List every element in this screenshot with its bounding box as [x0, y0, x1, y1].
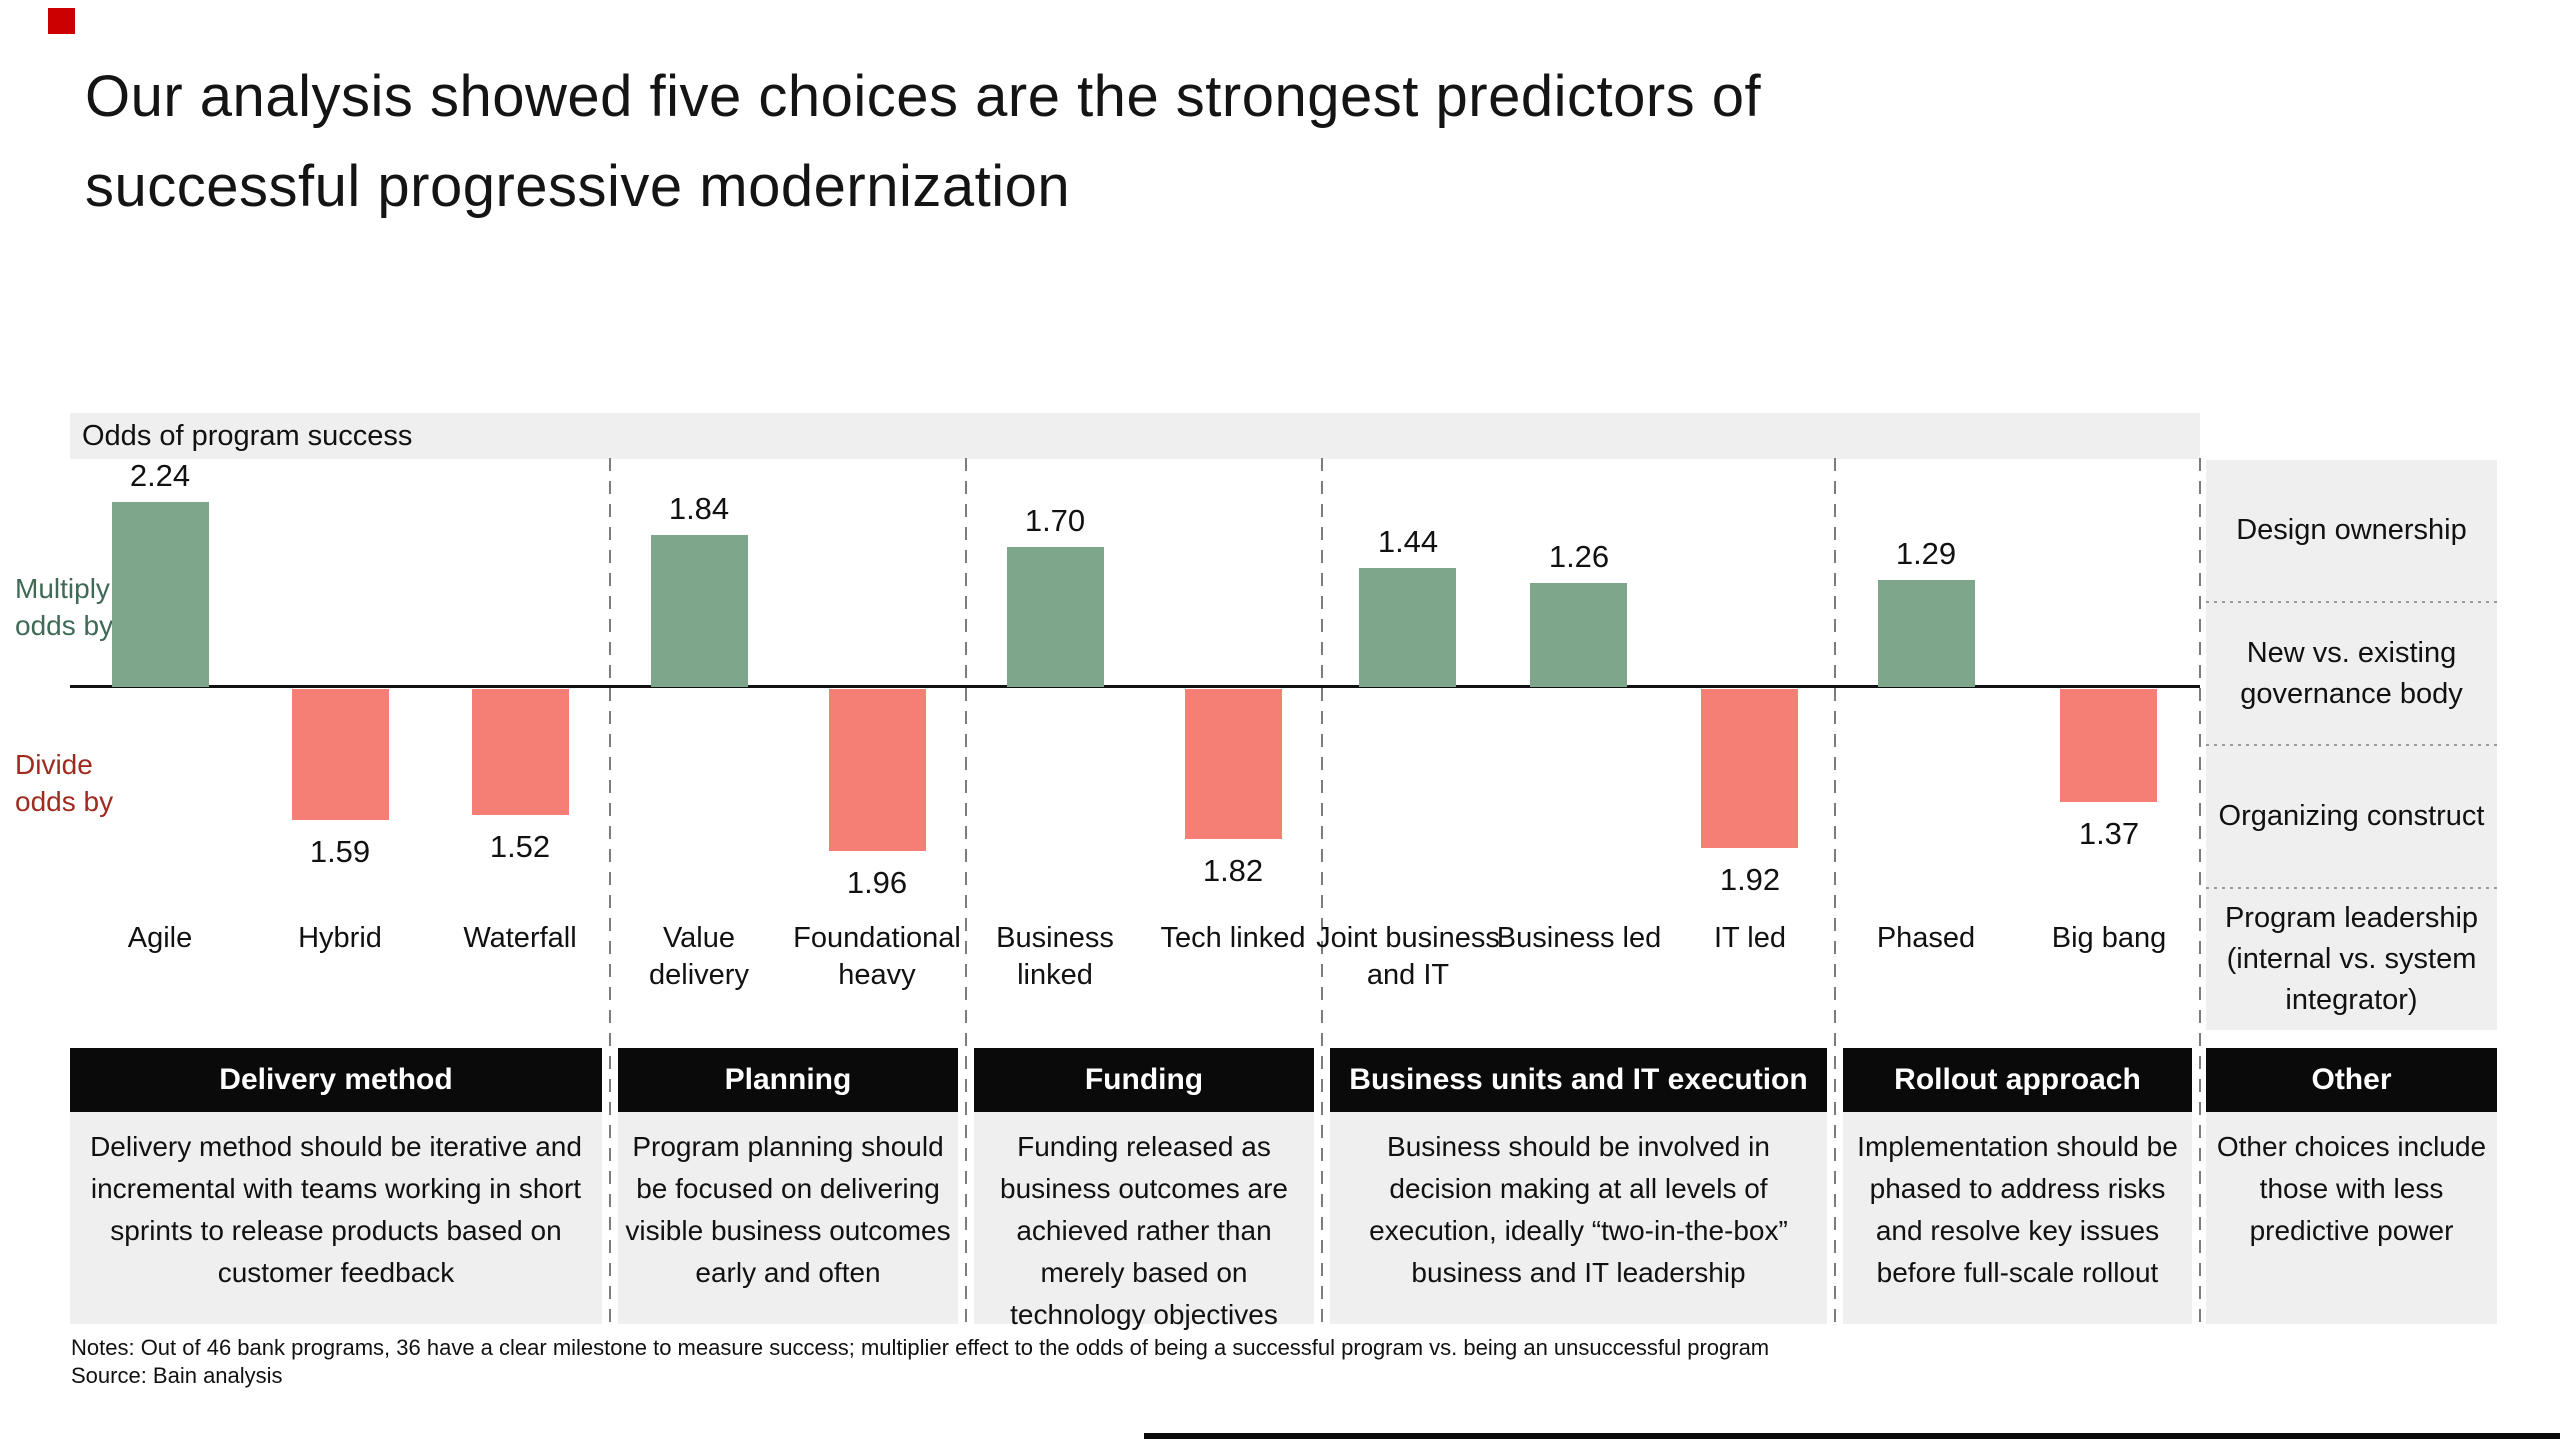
axis-label-multiply: Multiply odds by [15, 573, 114, 641]
bar-label: Joint business and IT [1316, 922, 1500, 991]
panel-dotted-separator [2206, 601, 2497, 603]
section-description: Program planning should be focused on de… [618, 1112, 958, 1324]
bar-label: Hybrid [298, 922, 382, 954]
bar-value-delivery [651, 535, 748, 687]
other-choice-item: New vs. existing governance body [2240, 636, 2463, 710]
axis-label-divide: Divide odds by [15, 749, 114, 817]
section-description: Delivery method should be iterative and … [70, 1112, 602, 1324]
notes-line: Notes: Out of 46 bank programs, 36 have … [71, 1335, 1770, 1360]
section-dashed-divider [1321, 458, 1323, 1324]
page-title: Our analysis showed five choices are the… [85, 52, 2385, 232]
chart-title-band: Odds of program success [70, 413, 2200, 459]
footnotes: Notes: Out of 46 bank programs, 36 have … [71, 1334, 2271, 1390]
bar-label: Foundational heavy [793, 922, 961, 991]
bar-value: 1.26 [1548, 539, 1610, 574]
section-dashed-divider [609, 458, 611, 1324]
bar-phased [1878, 580, 1975, 687]
other-choices-panel: Design ownership New vs. existing governa… [2206, 460, 2497, 1030]
section-description-other: Other choices include those with less pr… [2206, 1112, 2497, 1324]
bar-label: Waterfall [463, 922, 577, 954]
section-description-text: Delivery method should be iterative and … [90, 1131, 582, 1288]
bar-foundational-heavy [829, 689, 926, 851]
section-header: Rollout approach [1843, 1048, 2192, 1112]
section-dashed-divider [2199, 458, 2201, 1324]
bar-value: 1.70 [1024, 503, 1086, 538]
section-description-text: Other choices include those with less pr… [2216, 1131, 2487, 1246]
bar-label: IT led [1713, 922, 1786, 954]
bottom-edge-strip [1144, 1433, 2560, 1439]
bar-business-linked [1007, 547, 1104, 687]
bar-agile [112, 502, 209, 687]
bar-label: Value delivery [649, 922, 749, 991]
section-description: Funding released as business outcomes ar… [974, 1112, 1314, 1330]
section-description: Implementation should be phased to addre… [1843, 1112, 2192, 1324]
bar-it-led [1701, 689, 1798, 848]
section-header-other: Other [2206, 1048, 2497, 1112]
panel-dotted-separator [2206, 887, 2497, 889]
bar-value: 1.29 [1895, 536, 1957, 571]
bar-value: 2.24 [129, 458, 191, 493]
bar-value: 1.84 [668, 491, 730, 526]
chart-title: Odds of program success [82, 420, 413, 452]
section-header: Delivery method [70, 1048, 602, 1112]
section-description-text: Program planning should be focused on de… [625, 1131, 951, 1288]
section-header: Business units and IT execution [1330, 1048, 1827, 1112]
bar-label: Tech linked [1160, 922, 1306, 954]
panel-dotted-separator [2206, 744, 2497, 746]
chart-baseline-axis [70, 685, 2200, 688]
bar-label: Phased [1876, 922, 1976, 954]
bar-waterfall [472, 689, 569, 815]
bar-value: 1.92 [1719, 862, 1781, 897]
brand-logo-mark [48, 8, 75, 34]
section-description-text: Implementation should be phased to addre… [1857, 1131, 2178, 1288]
section-description: Business should be involved in decision … [1330, 1112, 1827, 1324]
other-choice-item: Organizing construct [2218, 800, 2485, 832]
section-dashed-divider [965, 458, 967, 1324]
section-dashed-divider [1834, 458, 1836, 1324]
bar-label: Big bang [2051, 922, 2167, 954]
bar-joint-business-and-it [1359, 568, 1456, 687]
bar-value: 1.82 [1202, 853, 1264, 888]
bar-hybrid [292, 689, 389, 820]
source-line: Source: Bain analysis [71, 1363, 283, 1388]
bar-value: 1.44 [1377, 524, 1439, 559]
bar-label: Business led [1496, 922, 1662, 954]
bar-value: 1.37 [2078, 816, 2140, 851]
bar-business-led [1530, 583, 1627, 687]
bar-value: 1.96 [846, 865, 908, 900]
bar-label: Business linked [996, 922, 1114, 991]
other-choice-item: Program leadership (internal vs. system … [2224, 902, 2479, 1016]
section-header: Funding [974, 1048, 1314, 1112]
page-title-line1: Our analysis showed five choices are the… [85, 64, 1762, 129]
other-choice-item: Design ownership [2236, 514, 2467, 546]
section-description-text: Funding released as business outcomes ar… [1000, 1131, 1288, 1330]
bar-value: 1.52 [489, 829, 551, 864]
bar-label: Agile [127, 922, 193, 954]
page-title-line2: successful progressive modernization [85, 154, 1071, 219]
bar-big-bang [2060, 689, 2157, 802]
section-description-text: Business should be involved in decision … [1369, 1131, 1788, 1288]
section-header: Planning [618, 1048, 958, 1112]
bar-tech-linked [1185, 689, 1282, 839]
bar-value: 1.59 [309, 834, 371, 869]
